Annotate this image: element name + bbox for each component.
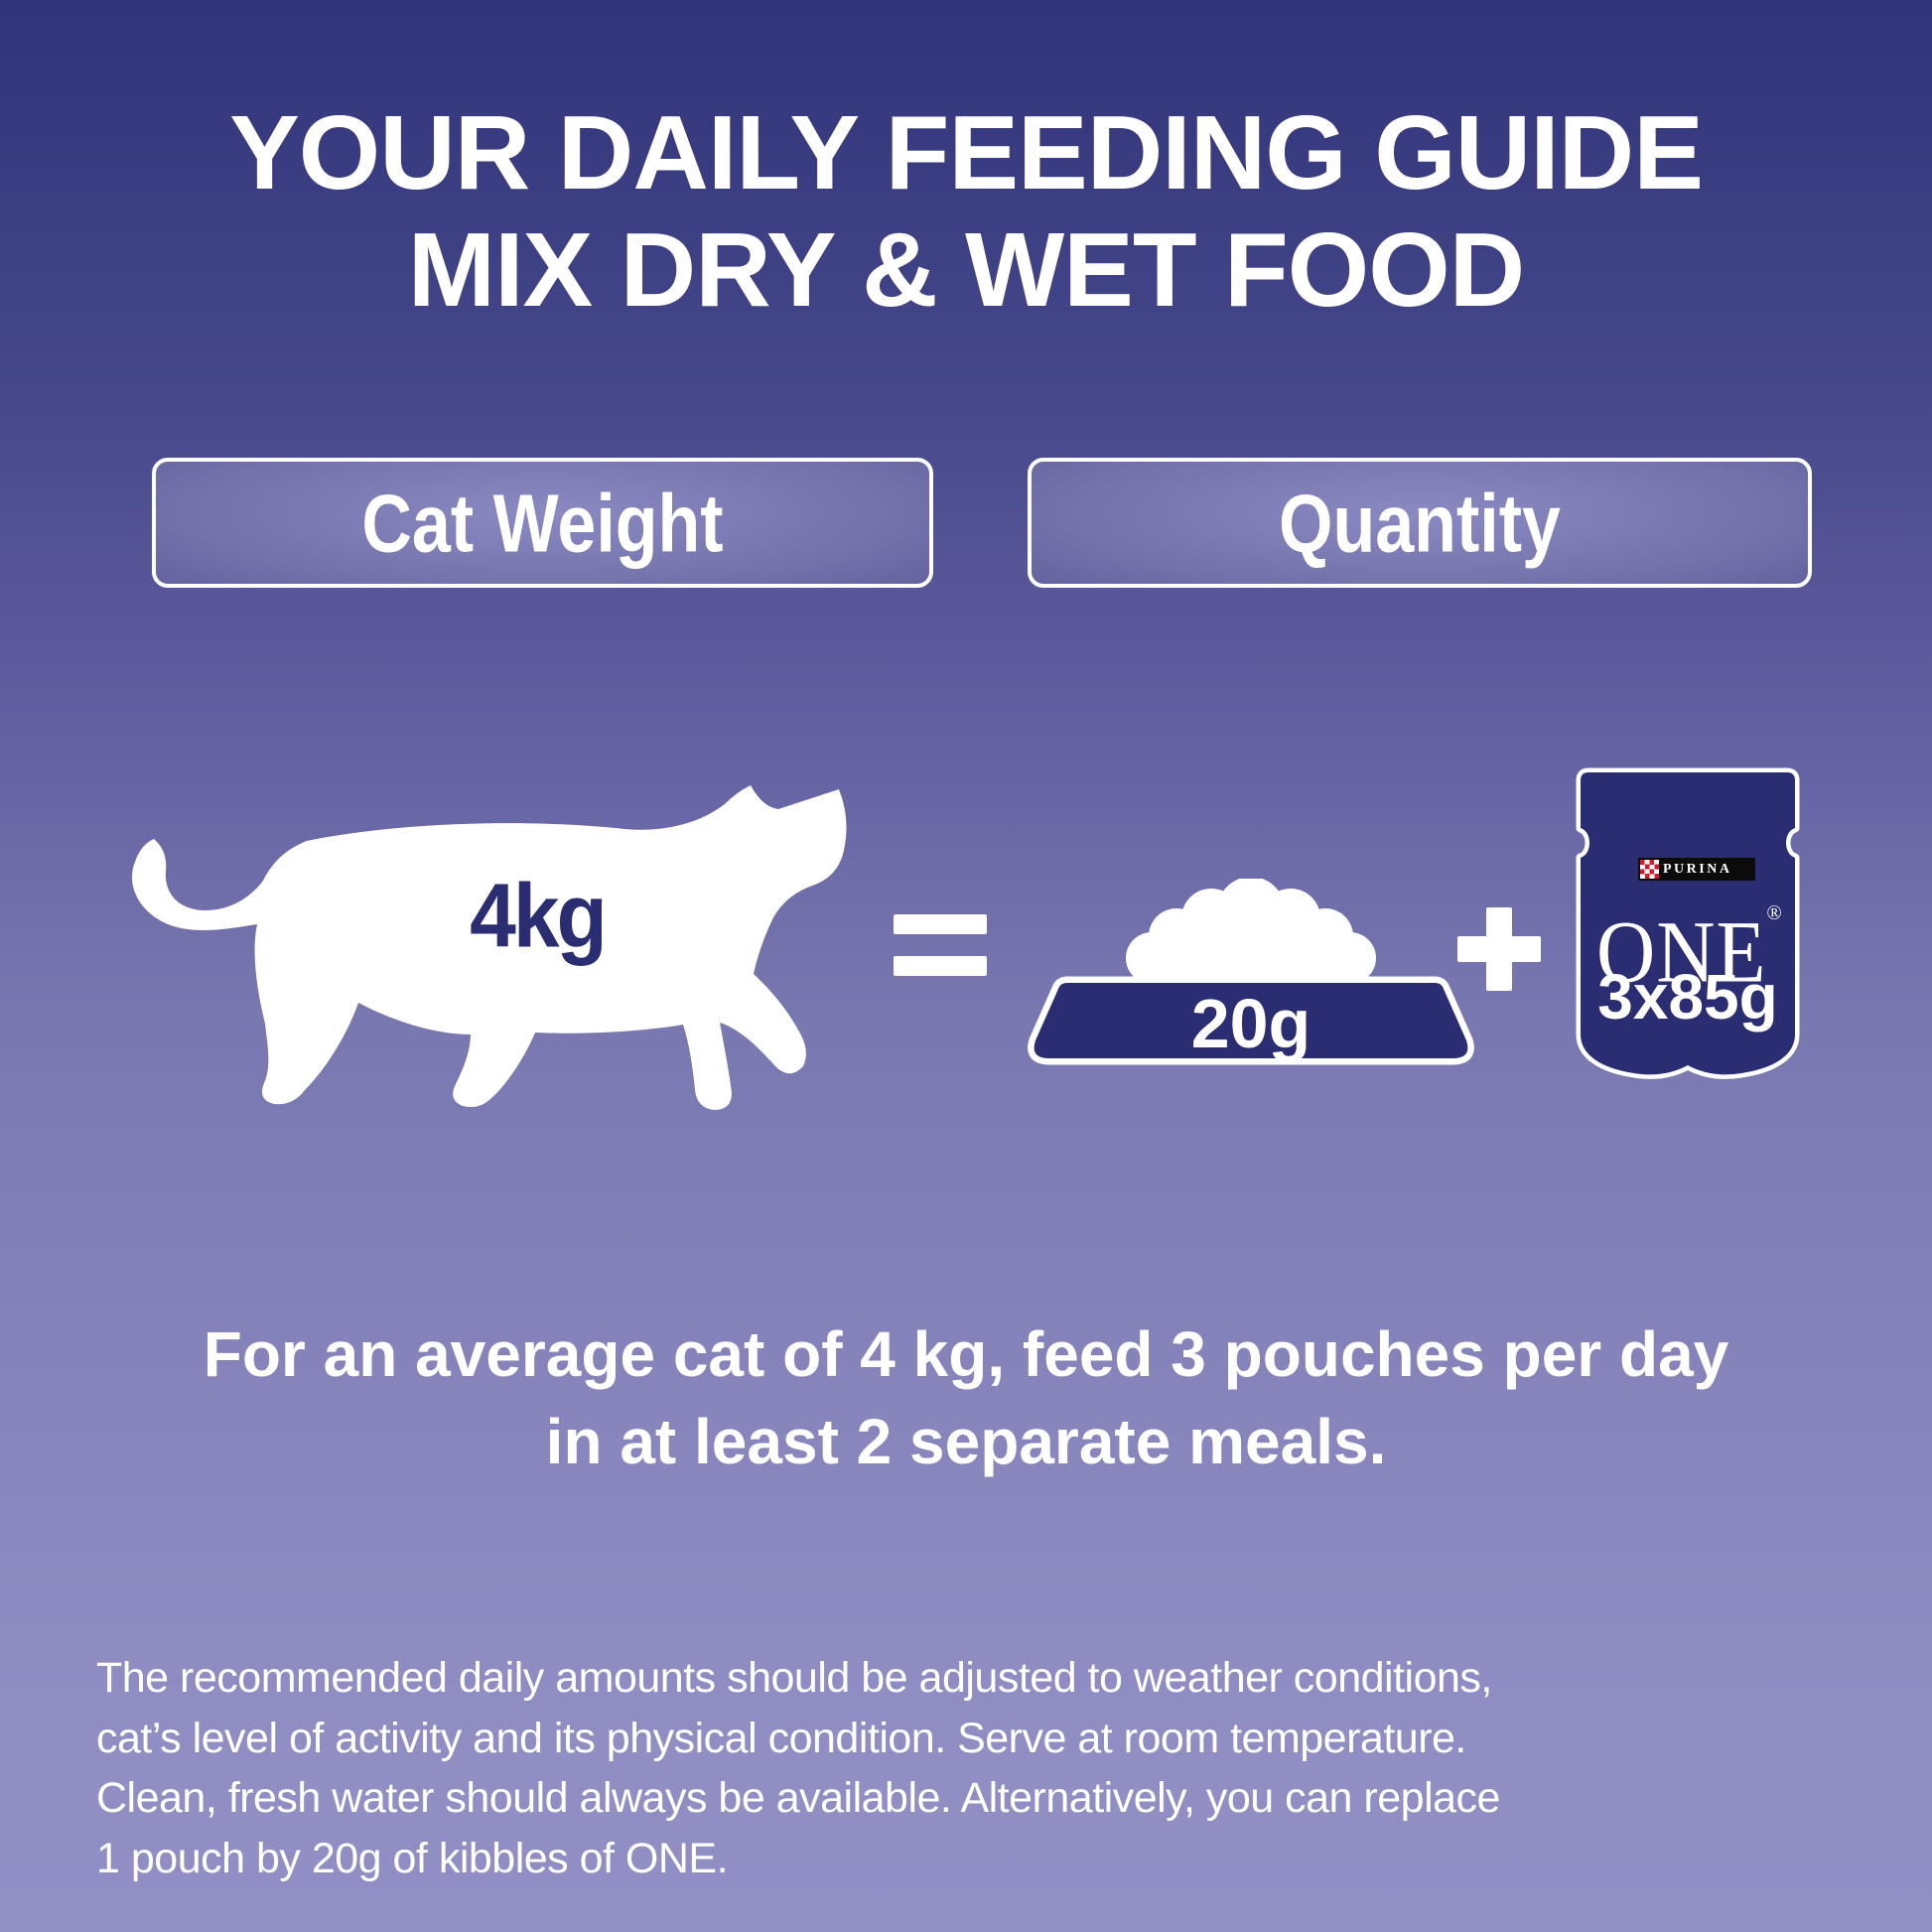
summary-line2: in at least 2 separate meals. [545,1406,1387,1477]
footnote-text: The recommended daily amounts should be … [96,1648,1883,1888]
equals-bar-top [894,914,987,934]
registered-trademark-mark: ® [1766,900,1782,925]
cat-silhouette-icon [131,785,847,1110]
footnote-line: The recommended daily amounts should be … [96,1654,1492,1702]
dry-food-bowl-icon [1028,879,1474,1065]
quantity-header-box: Quantity [1028,458,1812,588]
equals-bar-bottom [894,956,987,976]
footnote-line: cat’s level of activity and its physical… [96,1714,1466,1762]
plus-icon [1457,907,1541,991]
wet-food-pouch-icon [1576,767,1800,1079]
page-title-line2: MIX DRY & WET FOOD [407,211,1525,329]
purina-brand-label: PURINA [1663,861,1732,877]
cat-weight-header-box: Cat Weight [152,458,933,588]
footnote-line: 1 pouch by 20g of kibbles of ONE. [96,1834,729,1882]
purina-logo: PURINA [1638,858,1755,881]
equals-icon [894,914,987,976]
plus-bar-vertical [1486,907,1512,991]
kibble-mound-icon [1126,879,1376,988]
cat-weight-header-label: Cat Weight [361,477,724,569]
dry-food-amount: 20g [1190,985,1311,1062]
footnote-line: Clean, fresh water should always be avai… [96,1774,1500,1822]
page-title: YOUR DAILY FEEDING GUIDE MIX DRY & WET F… [0,94,1932,329]
one-product-label: ONE® [1596,900,1782,1002]
pouch-pack-size: 3x85g [1597,961,1778,1033]
quantity-header-label: Quantity [1279,477,1561,569]
summary-line1: For an average cat of 4 kg, feed 3 pouch… [203,1318,1729,1390]
purina-checkerboard-icon [1640,860,1659,879]
page-title-line1: YOUR DAILY FEEDING GUIDE [229,94,1704,211]
summary-text: For an average cat of 4 kg, feed 3 pouch… [0,1311,1932,1485]
cat-weight-value: 4kg [470,865,608,966]
